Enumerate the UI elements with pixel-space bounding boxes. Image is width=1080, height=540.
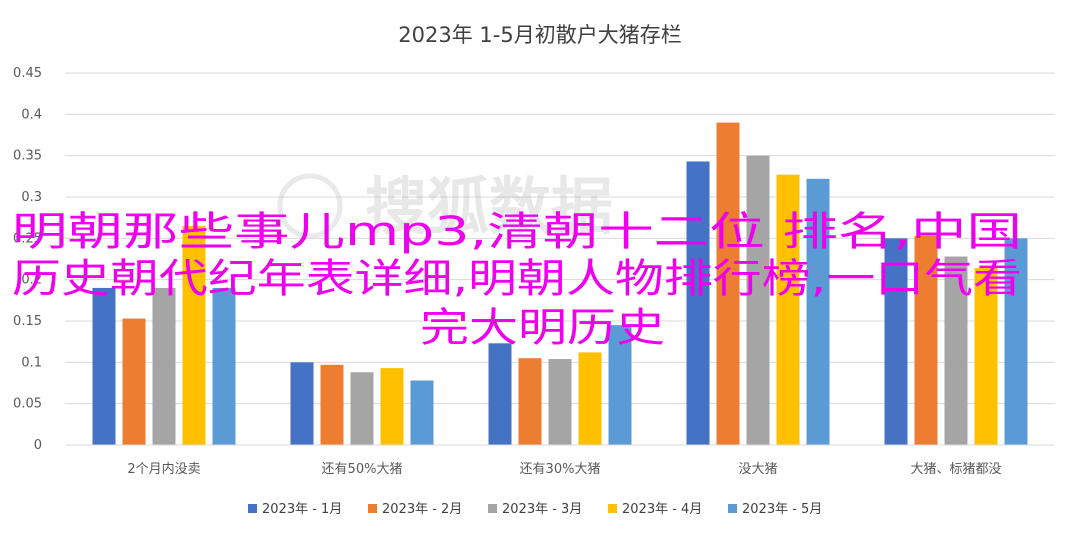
y-tick-label: 0.4 bbox=[21, 107, 42, 122]
x-tick-label: 还有30%大猪 bbox=[520, 462, 601, 477]
legend-swatch bbox=[608, 504, 617, 513]
y-tick-label: 0.45 bbox=[13, 66, 42, 81]
bar bbox=[488, 343, 512, 445]
bar bbox=[152, 287, 176, 445]
overlay-text-line: 历史朝代纪年表详细,明朝人物排行榜,一口气看 bbox=[12, 256, 1022, 302]
bars bbox=[92, 122, 1028, 445]
legend-swatch bbox=[368, 504, 377, 513]
legend-label: 2023年 - 4月 bbox=[622, 502, 702, 517]
x-tick-label: 大猪、标猪都没 bbox=[910, 462, 1001, 477]
overlay-text-line: 完大明历史 bbox=[420, 305, 665, 351]
y-tick-label: 0.3 bbox=[21, 190, 42, 205]
bar bbox=[944, 256, 968, 445]
watermark-text: 搜狐数据 bbox=[365, 170, 613, 243]
y-tick-label: 0.05 bbox=[13, 397, 42, 412]
legend-label: 2023年 - 3月 bbox=[502, 502, 582, 517]
y-axis-ticks: 0 0.05 0.1 0.15 0.2 0.25 0.3 0.35 0.4 0.45 bbox=[13, 66, 42, 453]
category-labels: 2个月内没卖 还有50%大猪 还有30%大猪 没大猪 大猪、标猪都没 bbox=[127, 461, 1001, 477]
bar bbox=[884, 238, 908, 445]
bar bbox=[380, 368, 404, 445]
chart-title: 2023年 1-5月初散户大猪存栏 bbox=[398, 23, 681, 47]
bar bbox=[350, 372, 374, 445]
bar bbox=[914, 235, 938, 445]
bar bbox=[746, 155, 770, 445]
y-tick-label: 0.15 bbox=[13, 314, 42, 329]
legend-label: 2023年 - 5月 bbox=[742, 502, 822, 517]
x-tick-label: 还有50%大猪 bbox=[322, 462, 403, 477]
bar bbox=[578, 352, 602, 445]
y-tick-label: 0.35 bbox=[13, 149, 42, 164]
y-tick-label: 0 bbox=[34, 438, 42, 453]
legend-swatch bbox=[488, 504, 497, 513]
legend: 2023年 - 1月 2023年 - 2月 2023年 - 3月 2023年 - 4月… bbox=[248, 502, 822, 517]
overlay-text: 明朝那些事儿mp3,清朝十二位 排名,中国历史朝代纪年表详细,明朝人物排行榜,一… bbox=[12, 209, 1022, 351]
bar bbox=[686, 161, 710, 445]
bar bbox=[518, 358, 542, 445]
legend-label: 2023年 - 2月 bbox=[382, 502, 462, 517]
y-tick-label: 0.2 bbox=[21, 273, 42, 288]
bar bbox=[410, 380, 434, 445]
bar bbox=[806, 178, 830, 445]
bar bbox=[548, 359, 572, 445]
bar bbox=[212, 287, 236, 445]
y-tick-label: 0.1 bbox=[21, 355, 42, 370]
bar bbox=[320, 364, 344, 445]
bar bbox=[716, 122, 740, 445]
bar bbox=[608, 325, 632, 445]
legend-swatch bbox=[248, 504, 257, 513]
bar bbox=[776, 174, 800, 445]
bar bbox=[122, 318, 146, 445]
watermark-logo-icon bbox=[277, 173, 343, 239]
legend-swatch bbox=[728, 504, 737, 513]
bar bbox=[1004, 238, 1028, 445]
bar bbox=[182, 225, 206, 445]
overlay-text-line: 明朝那些事儿mp3,清朝十二位 排名,中国 bbox=[12, 209, 1022, 255]
legend-label: 2023年 - 1月 bbox=[262, 502, 342, 517]
x-tick-label: 没大猪 bbox=[738, 462, 777, 477]
bar bbox=[974, 268, 998, 445]
y-tick-label: 0.25 bbox=[13, 231, 42, 246]
watermark: 搜狐数据 bbox=[277, 170, 613, 243]
bar bbox=[290, 362, 314, 445]
x-tick-label: 2个月内没卖 bbox=[127, 461, 200, 477]
bar bbox=[92, 287, 116, 445]
